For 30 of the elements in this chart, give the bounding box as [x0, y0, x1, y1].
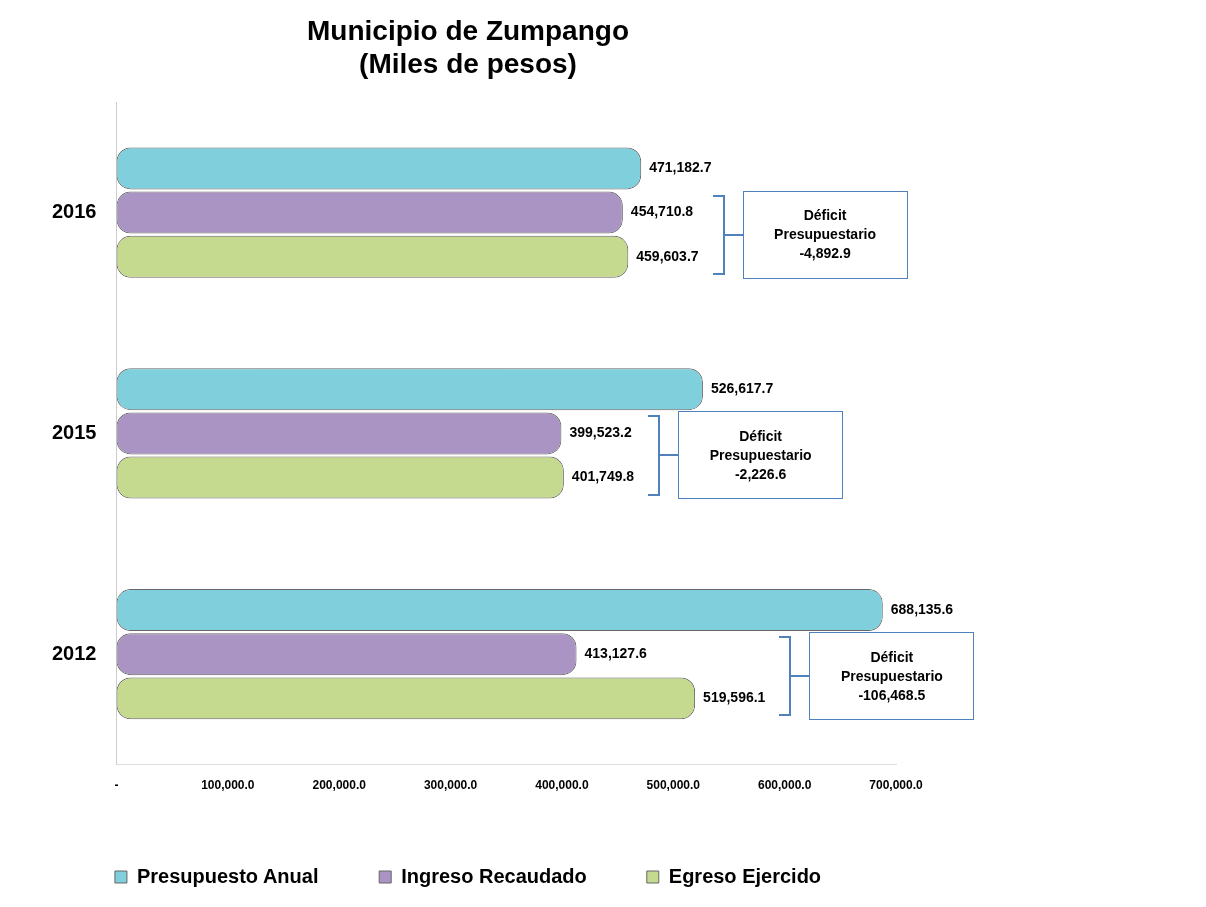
- callout-frame: Déficit Presupuestario -2,226.6: [678, 411, 844, 500]
- legend-label: Presupuesto Anual: [136, 864, 319, 887]
- data-label: 688,135.6: [890, 600, 954, 617]
- data-label: 471,182.7: [649, 159, 712, 176]
- y-tick-label: 2015: [51, 420, 97, 443]
- x-tick-label: 500,000.0: [646, 778, 701, 793]
- x-tick-label: 300,000.0: [423, 778, 478, 793]
- y-tick-label: 2016: [51, 200, 97, 223]
- x-tick-label: 100,000.0: [201, 778, 255, 793]
- data-label: 399,523.2: [569, 424, 632, 441]
- data-label: 526,617.7: [710, 380, 774, 397]
- x-tick-label: 400,000.0: [535, 778, 589, 793]
- annotation: Déficit Presupuestario -106,468.5: [839, 647, 944, 705]
- x-tick-label: 700,000.0: [869, 778, 924, 793]
- data-label: 413,127.6: [584, 645, 648, 662]
- callout-frame: Déficit Presupuestario -4,892.9: [742, 190, 908, 279]
- data-label: 459,603.7: [636, 247, 699, 264]
- x-tick-label: 200,000.0: [312, 778, 367, 793]
- data-label: 454,710.8: [630, 203, 694, 220]
- data-label: 519,596.1: [703, 689, 766, 706]
- x-tick-label: 600,000.0: [757, 778, 812, 793]
- annotation: Déficit Presupuestario -2,226.6: [708, 426, 813, 484]
- chart-title: Municipio de Zumpango (Miles de pesos): [307, 14, 629, 80]
- legend-label: Ingreso Recaudado: [401, 864, 587, 887]
- y-tick-label: 2012: [51, 641, 97, 664]
- annotation: Déficit Presupuestario -4,892.9: [773, 206, 878, 264]
- data-label: 401,749.8: [571, 468, 635, 485]
- legend-label: Egreso Ejercido: [668, 864, 822, 887]
- x-tick-label: -: [114, 778, 119, 793]
- callout-frame: Déficit Presupuestario -106,468.5: [809, 632, 975, 721]
